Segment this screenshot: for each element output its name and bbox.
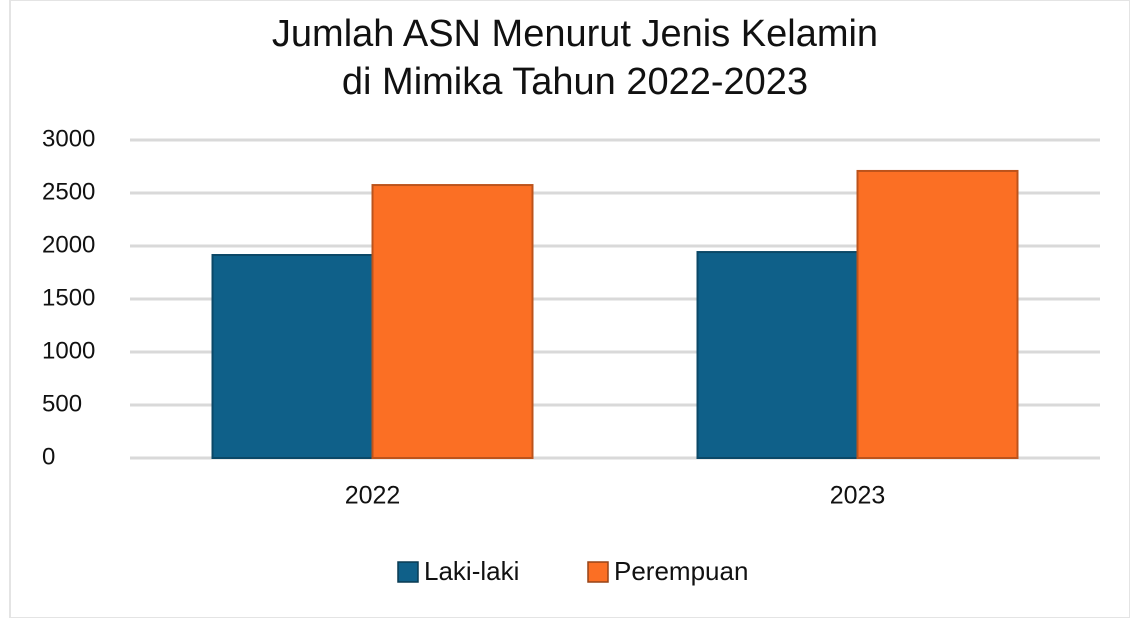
y-tick-label: 2000	[42, 231, 95, 258]
y-tick-label: 1000	[42, 337, 95, 364]
chart-title: Jumlah ASN Menurut Jenis Kelamin	[272, 13, 878, 55]
legend-label: Perempuan	[614, 556, 748, 586]
legend-swatch	[397, 561, 419, 583]
x-tick-label: 2023	[830, 482, 886, 510]
legend-swatch	[587, 561, 609, 583]
chart-title: di Mimika Tahun 2022-2023	[342, 61, 808, 103]
bar	[211, 254, 374, 459]
y-tick-label: 500	[42, 390, 82, 417]
legend-label: Laki-laki	[424, 556, 519, 586]
y-tick-label: 0	[42, 443, 55, 470]
x-tick-label: 2022	[345, 482, 401, 510]
y-tick-label: 2500	[42, 178, 95, 205]
y-tick-label: 3000	[42, 125, 95, 152]
bar	[696, 251, 859, 459]
y-tick-label: 1500	[42, 284, 95, 311]
bar	[856, 169, 1019, 459]
bar	[371, 184, 534, 460]
